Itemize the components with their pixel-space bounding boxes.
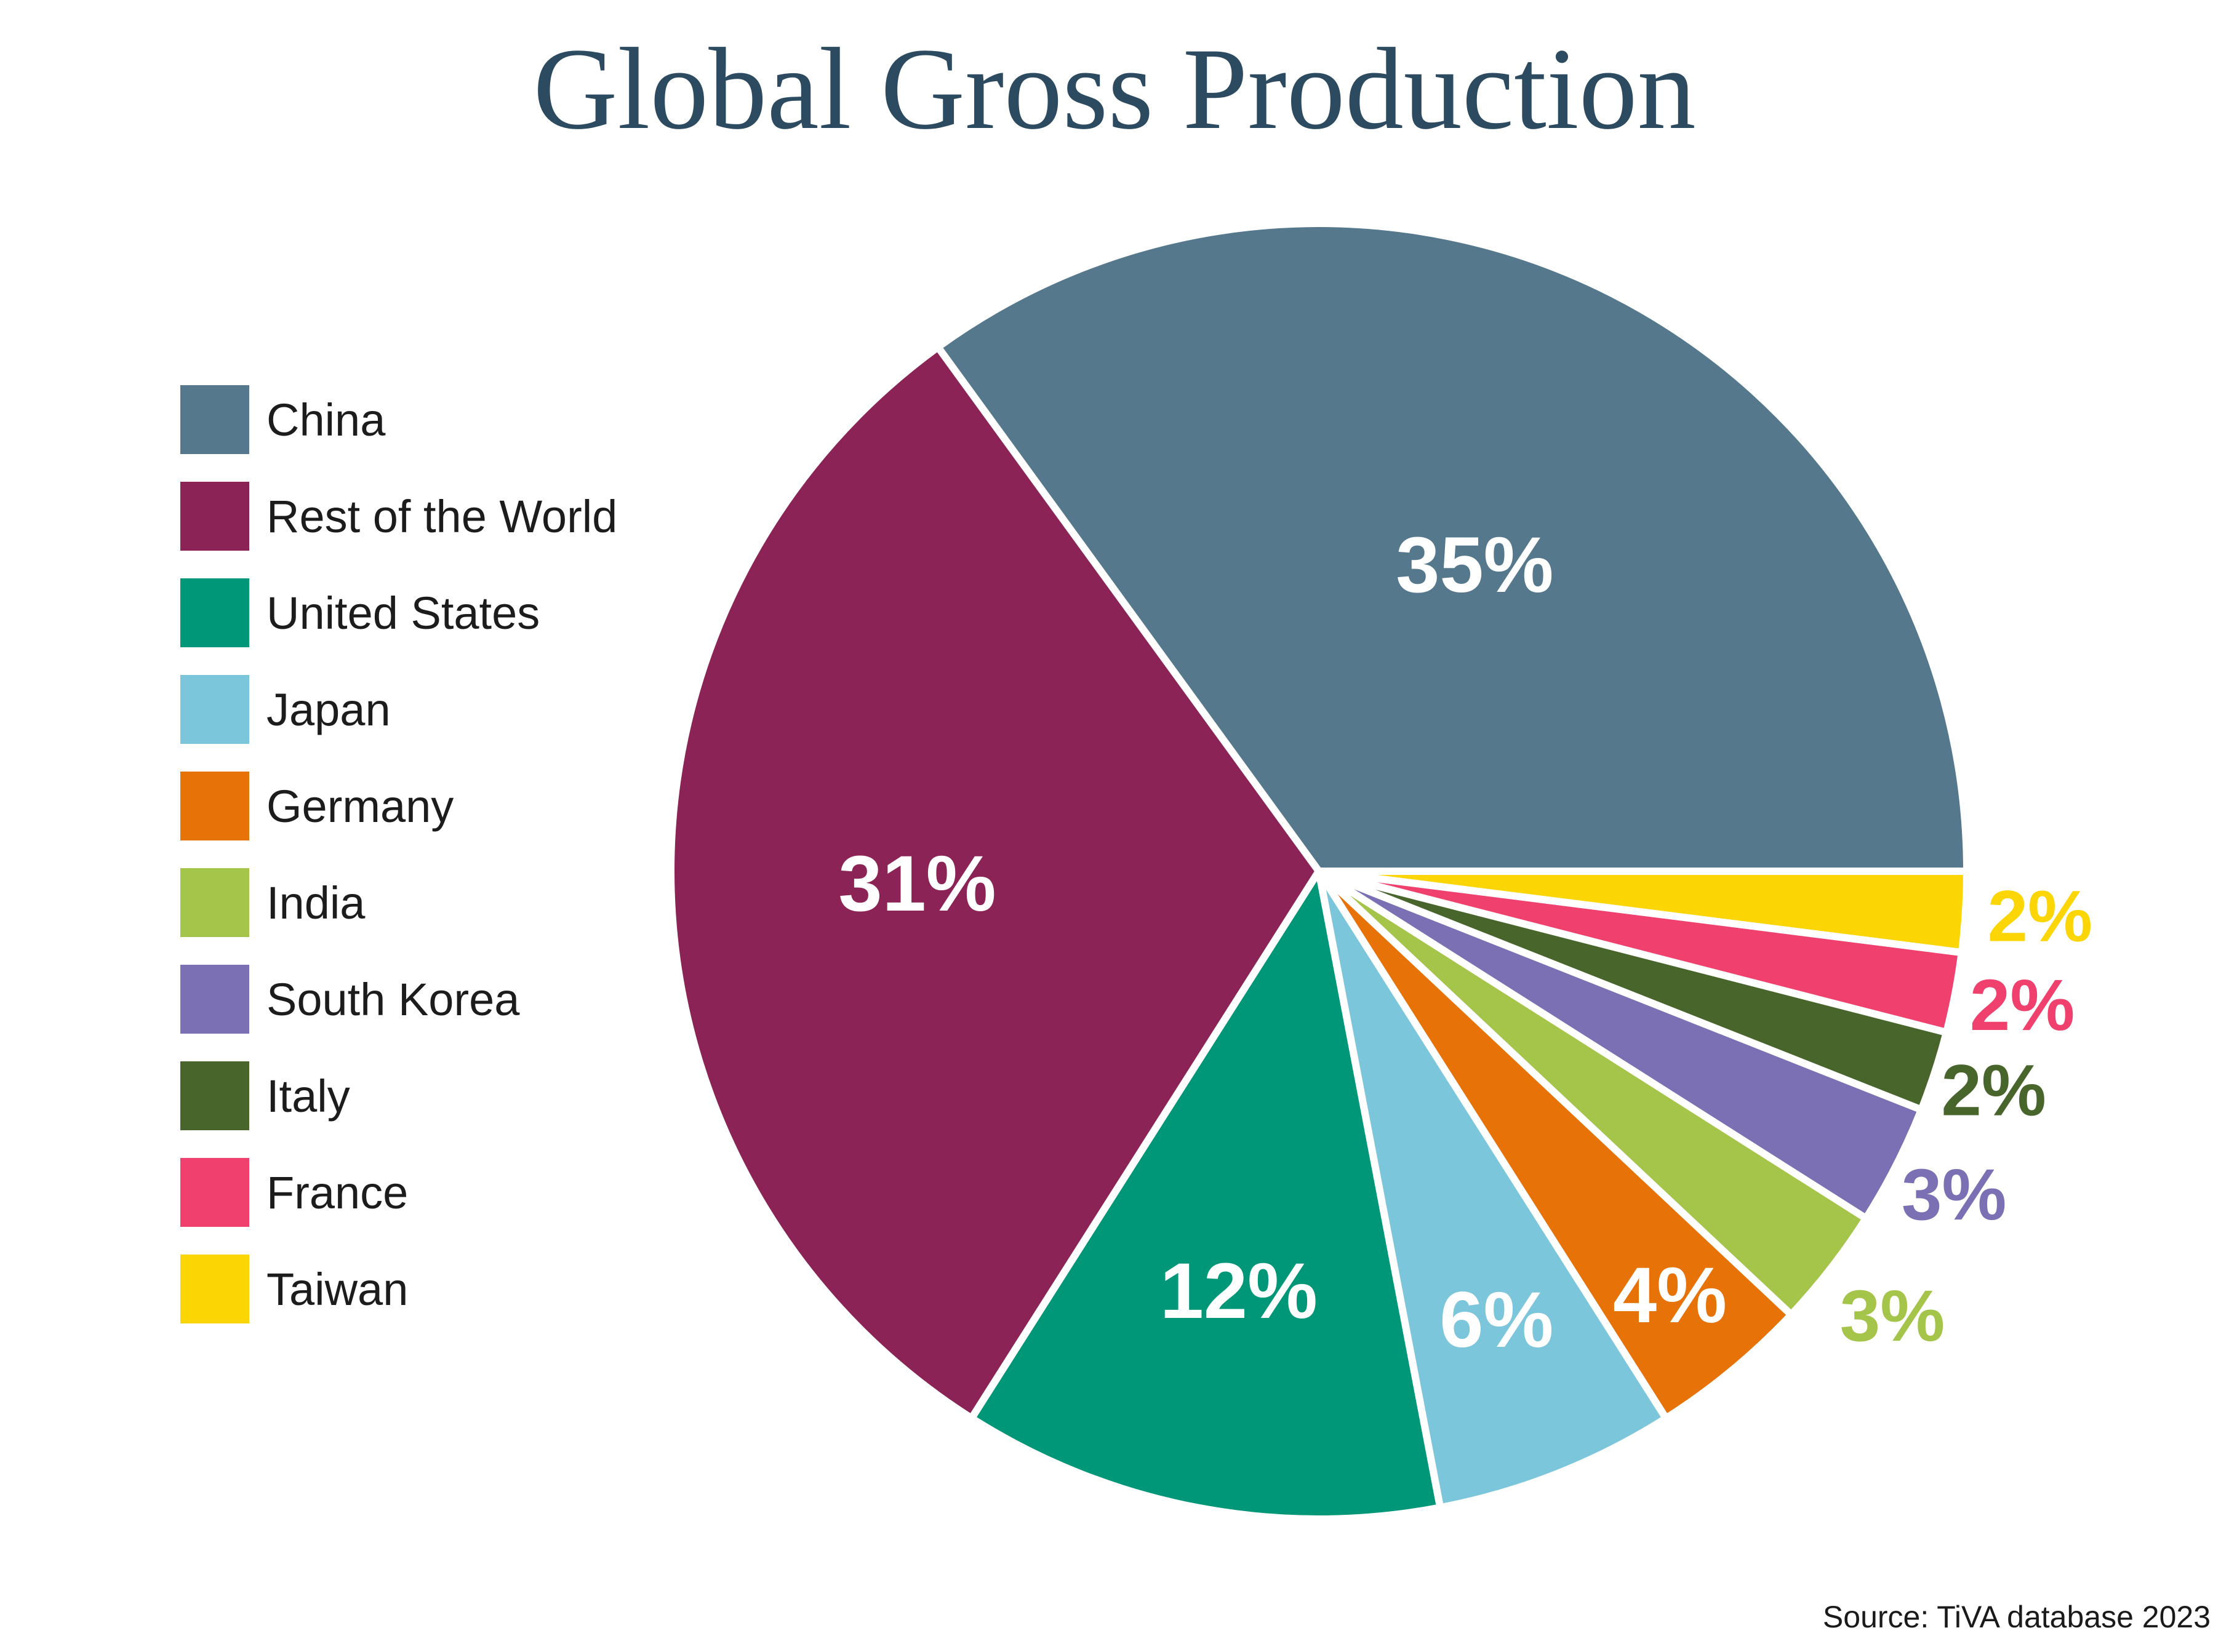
- pie-slice-china: [934, 220, 1971, 875]
- legend-item-united-states: United States: [180, 578, 617, 647]
- pie-slice-japan: [1315, 868, 1670, 1512]
- legend-label-united-states: United States: [266, 587, 540, 639]
- pie-label-germany: 4%: [1613, 1251, 1727, 1339]
- legend-swatch-india: [180, 868, 249, 937]
- legend-item-rest-of-the-world: Rest of the World: [180, 482, 617, 551]
- legend-swatch-south-korea: [180, 965, 249, 1034]
- legend-item-india: India: [180, 868, 617, 937]
- legend-swatch-japan: [180, 675, 249, 744]
- legend-label-rest-of-the-world: Rest of the World: [266, 490, 618, 542]
- source-note: Source: TiVA database 2023: [1822, 1600, 2211, 1634]
- legend-label-france: France: [266, 1167, 409, 1218]
- legend-label-italy: Italy: [266, 1070, 350, 1122]
- legend-item-south-korea: South Korea: [180, 965, 617, 1034]
- legend-item-taiwan: Taiwan: [180, 1255, 617, 1323]
- pie-slice-taiwan: [1315, 868, 1971, 956]
- legend-swatch-rest-of-the-world: [180, 482, 249, 551]
- legend: China Rest of the World United States Ja…: [180, 385, 617, 1351]
- pie-label-south-korea: 3%: [1902, 1154, 2007, 1235]
- pie-slice-germany: [1315, 868, 1795, 1423]
- pie-label-japan: 6%: [1439, 1276, 1553, 1364]
- legend-item-italy: Italy: [180, 1061, 617, 1130]
- pie-label-rest-of-the-world: 31%: [838, 840, 996, 928]
- pie-label-italy: 2%: [1941, 1050, 2046, 1131]
- legend-item-japan: Japan: [180, 675, 617, 744]
- pie-label-india: 3%: [1840, 1275, 1945, 1357]
- pie-slice-united-states: [967, 868, 1444, 1523]
- legend-label-taiwan: Taiwan: [266, 1263, 409, 1315]
- legend-label-south-korea: South Korea: [266, 973, 520, 1025]
- legend-label-germany: Germany: [266, 780, 454, 832]
- chart-title: Global Gross Production: [533, 25, 1696, 154]
- legend-swatch-taiwan: [180, 1255, 249, 1323]
- pie-label-taiwan: 2%: [1988, 876, 2093, 957]
- legend-item-germany: Germany: [180, 772, 617, 840]
- legend-swatch-china: [180, 385, 249, 454]
- legend-swatch-italy: [180, 1061, 249, 1130]
- legend-swatch-germany: [180, 772, 249, 840]
- legend-swatch-france: [180, 1158, 249, 1227]
- legend-swatch-united-states: [180, 578, 249, 647]
- pie-label-united-states: 12%: [1160, 1247, 1318, 1335]
- legend-item-china: China: [180, 385, 617, 454]
- pie-slice-rest-of-the-world: [667, 343, 1323, 1423]
- pie-label-france: 2%: [1970, 965, 2075, 1046]
- legend-item-france: France: [180, 1158, 617, 1227]
- legend-label-china: China: [266, 394, 386, 445]
- pie-label-china: 35%: [1396, 521, 1553, 609]
- legend-label-japan: Japan: [266, 684, 391, 735]
- legend-label-india: India: [266, 877, 366, 928]
